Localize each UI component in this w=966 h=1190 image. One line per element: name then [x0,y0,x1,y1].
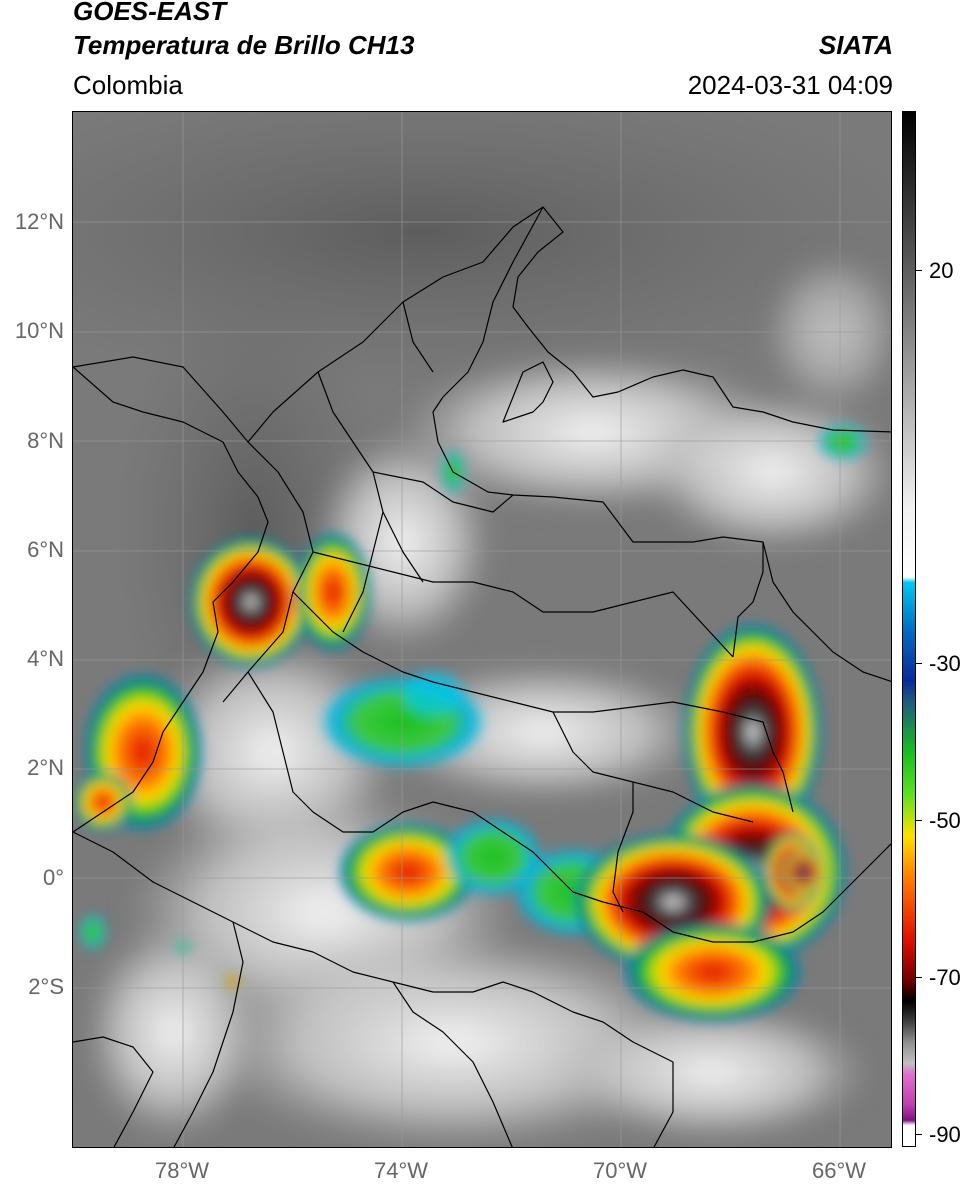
colorbar-tick [916,820,922,821]
colorbar-tick [916,977,922,978]
timestamp-label: 2024-03-31 04:09 [687,70,893,100]
colorbar-tick [916,270,922,271]
borders [73,206,891,1147]
lat-label-12n: 12°N [14,209,64,234]
lon-label-66w: 66°W [811,1158,867,1183]
graticule [73,112,891,1147]
colorbar-tick [916,663,922,664]
organization-label: SIATA [818,30,893,60]
colorbar-label-minus50: -50 [929,808,961,833]
colorbar-label-20: 20 [929,258,954,283]
satellite-map [72,111,892,1148]
lon-label-78w: 78°W [154,1158,210,1183]
colorbar-tick [916,1134,922,1135]
lat-label-6n: 6°N [27,537,64,562]
colorbar-label-minus70: -70 [929,965,961,990]
colorbar-label-minus30: -30 [929,651,961,676]
temperature-colorbar [902,111,916,1147]
region-label: Colombia [73,70,183,100]
lat-label-0: 0° [42,865,64,890]
lat-label-2s: 2°S [28,974,64,999]
lon-label-70w: 70°W [592,1158,648,1183]
title-satellite: GOES-EAST [73,0,227,26]
colorbar-label-minus90: -90 [929,1122,961,1147]
lon-label-74w: 74°W [373,1158,429,1183]
title-product: Temperatura de Brillo CH13 [73,30,415,60]
convective-storms [73,424,868,1022]
lat-label-10n: 10°N [14,318,64,343]
map-canvas [73,112,891,1147]
lat-label-4n: 4°N [27,646,64,671]
lat-label-2n: 2°N [27,755,64,780]
lat-label-8n: 8°N [27,428,64,453]
